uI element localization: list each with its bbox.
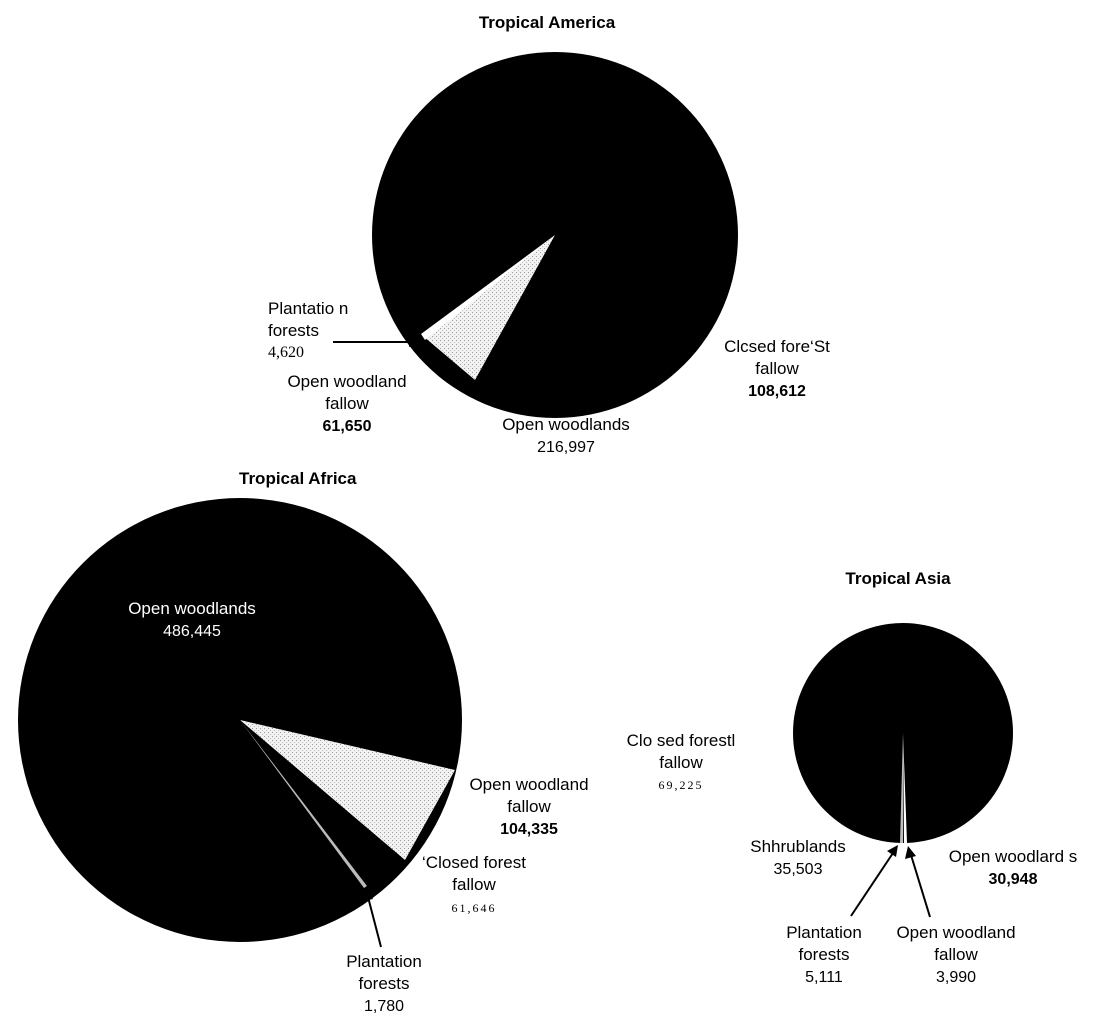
pie-tropical-america: Tropical America Plantatio n forests 4,6…: [268, 13, 830, 456]
label-asia-ow: Open woodlard s: [949, 847, 1078, 866]
label-africa-ow: Open woodlands: [128, 599, 256, 618]
pie-tropical-asia: Tropical Asia Clo sed forestl fallow 69,…: [627, 569, 1078, 986]
value-america-cff: 108,612: [748, 383, 806, 400]
arrowhead-asia-plantation: [887, 845, 898, 857]
label-asia-shrub: Shhrublands: [750, 837, 845, 856]
value-asia-cff: 69,225: [659, 778, 704, 792]
arrowhead-africa-plantation: [362, 888, 373, 901]
label-africa-cff-1: ‘Closed forest: [422, 853, 526, 872]
value-america-owf: 61,650: [323, 418, 372, 435]
value-asia-plant: 5,111: [805, 969, 843, 986]
label-asia-cff-1: Clo sed forestl: [627, 731, 736, 750]
label-africa-owf-1: Open woodland: [469, 775, 588, 794]
label-america-cff-2: fallow: [755, 359, 799, 378]
arrowhead-america-plantation: [409, 337, 420, 347]
arrow-asia-plantation: [850, 852, 894, 917]
slice-asia-open-woodland-fallow: [903, 733, 907, 843]
label-america-owf-1: Open woodland: [287, 372, 406, 391]
pie-title-africa: Tropical Africa: [239, 469, 357, 488]
pie-title-america: Tropical America: [479, 13, 616, 32]
value-asia-shrub: 35,503: [774, 861, 823, 878]
value-asia-owf: 3,990: [936, 969, 976, 986]
value-africa-ow: 486,445: [163, 623, 221, 640]
label-asia-owf-1: Open woodland: [896, 923, 1015, 942]
label-asia-cff-2: fallow: [659, 753, 703, 772]
label-america-owf-2: fallow: [325, 394, 369, 413]
slice-america-open-woodland-fallow: [423, 235, 555, 380]
arrow-asia-owf: [910, 854, 931, 918]
label-africa-cff-2: fallow: [452, 875, 496, 894]
label-america-ow: Open woodlands: [502, 415, 630, 434]
value-africa-plant: 1,780: [364, 998, 404, 1015]
label-america-plantation-2: forests: [268, 321, 319, 340]
label-america-cff-1: Clcsed fore‘St: [724, 337, 830, 356]
slice-africa-plantation-forests: [240, 720, 367, 888]
slice-asia-plantation-forests: [900, 733, 903, 843]
pie-tropical-africa: Tropical Africa Open woodlands 486,445 O…: [18, 469, 589, 1015]
label-africa-owf-2: fallow: [507, 797, 551, 816]
label-africa-plant-2: forests: [358, 974, 409, 993]
value-asia-ow: 30,948: [989, 871, 1038, 888]
arrow-africa-plantation: [367, 896, 382, 948]
label-africa-plant-1: Plantation: [346, 952, 422, 971]
value-america-plantation: 4,620: [268, 344, 304, 361]
arrowhead-asia-owf: [905, 846, 916, 859]
value-america-ow: 216,997: [537, 439, 595, 456]
label-asia-plant-2: forests: [798, 945, 849, 964]
value-africa-cff: 61,646: [452, 901, 497, 915]
value-africa-owf: 104,335: [500, 821, 558, 838]
pie-title-asia: Tropical Asia: [845, 569, 951, 588]
label-asia-owf-2: fallow: [934, 945, 978, 964]
slice-america-plantation-forests: [421, 235, 555, 340]
label-asia-plant-1: Plantation: [786, 923, 862, 942]
slice-africa-open-woodland-fallow: [240, 720, 455, 860]
label-america-plantation-1: Plantatio n: [268, 299, 348, 318]
